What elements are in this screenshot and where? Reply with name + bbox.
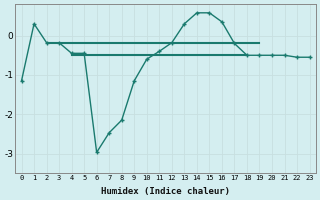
X-axis label: Humidex (Indice chaleur): Humidex (Indice chaleur) xyxy=(101,187,230,196)
